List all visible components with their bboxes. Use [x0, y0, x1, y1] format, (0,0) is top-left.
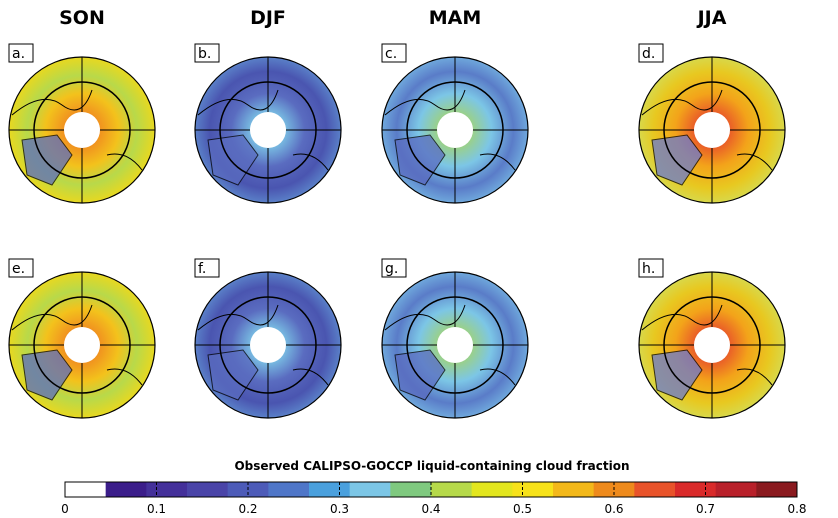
- panel-label: f.: [198, 261, 206, 277]
- pole-hole: [694, 327, 730, 363]
- colorbar-tick-label: 0.6: [604, 502, 623, 516]
- polar-map: b.: [194, 43, 342, 204]
- colorbar-segment: [349, 482, 391, 497]
- colorbar-segment: [65, 482, 107, 497]
- polar-map: d.: [638, 43, 786, 204]
- pole-hole: [437, 327, 473, 363]
- panel-label-box: [8, 43, 34, 63]
- column-title: MAM: [429, 7, 482, 29]
- coastline: [197, 304, 329, 386]
- polar-map: h.: [638, 258, 786, 419]
- polar-map: f.: [194, 258, 342, 419]
- polar-map: c.: [381, 43, 529, 204]
- colorbar-segment: [390, 482, 432, 497]
- colorbar-tick-label: 0.7: [696, 502, 715, 516]
- colorbar-tick-label: 0.5: [513, 502, 532, 516]
- panel-label-box: [381, 258, 407, 278]
- pole-hole: [437, 112, 473, 148]
- panel-label: b.: [198, 46, 211, 62]
- pole-hole: [250, 112, 286, 148]
- polar-map: a.: [8, 43, 156, 204]
- coastline: [11, 89, 143, 171]
- colorbar-segment: [553, 482, 595, 497]
- coastline: [384, 304, 516, 386]
- colorbar-segment: [471, 482, 513, 497]
- panel-label-box: [8, 258, 34, 278]
- pole-hole: [64, 112, 100, 148]
- panel-label: h.: [642, 261, 655, 277]
- panel-label-box: [194, 258, 220, 278]
- colorbar-tick-label: 0.2: [238, 502, 257, 516]
- polar-map: g.: [381, 258, 529, 419]
- polar-map: e.: [8, 258, 156, 419]
- panel-label: d.: [642, 46, 655, 62]
- coastline: [11, 304, 143, 386]
- panel-label-box: [638, 258, 664, 278]
- colorbar-segment: [715, 482, 757, 497]
- colorbar-tick-label: 0.3: [330, 502, 349, 516]
- colorbar-tick-label: 0.4: [421, 502, 440, 516]
- colorbar-tick-label: 0.1: [147, 502, 166, 516]
- coastline: [384, 89, 516, 171]
- panel-label: g.: [385, 261, 398, 277]
- colorbar-segment: [146, 482, 188, 497]
- panel-label-box: [381, 43, 407, 63]
- colorbar-tick-label: 0.8: [787, 502, 806, 516]
- colorbar-segment: [105, 482, 147, 497]
- panel-label: c.: [385, 46, 397, 62]
- colorbar-segment: [512, 482, 554, 497]
- pole-hole: [250, 327, 286, 363]
- panel-label: a.: [12, 46, 25, 62]
- column-title: SON: [59, 7, 105, 29]
- coastline: [197, 89, 329, 171]
- column-title: JJA: [696, 7, 727, 29]
- column-title: DJF: [250, 7, 286, 29]
- colorbar-segment: [634, 482, 676, 497]
- maps: a. b. c. d. e. f. g. h.: [8, 43, 786, 419]
- colorbar-segment: [268, 482, 310, 497]
- pole-hole: [694, 112, 730, 148]
- colorbar-segment: [675, 482, 717, 497]
- coastline: [641, 89, 773, 171]
- pole-hole: [64, 327, 100, 363]
- colorbar-tick-label: 0: [61, 502, 69, 516]
- colorbar-label: Observed CALIPSO-GOCCP liquid-containing…: [234, 459, 629, 473]
- coastline: [641, 304, 773, 386]
- colorbar-segment: [431, 482, 473, 497]
- colorbar-segment: [187, 482, 229, 497]
- panel-label-box: [638, 43, 664, 63]
- panel-label: e.: [12, 261, 25, 277]
- panel-label-box: [194, 43, 220, 63]
- colorbar-segment: [756, 482, 798, 497]
- colorbar-segment: [309, 482, 351, 497]
